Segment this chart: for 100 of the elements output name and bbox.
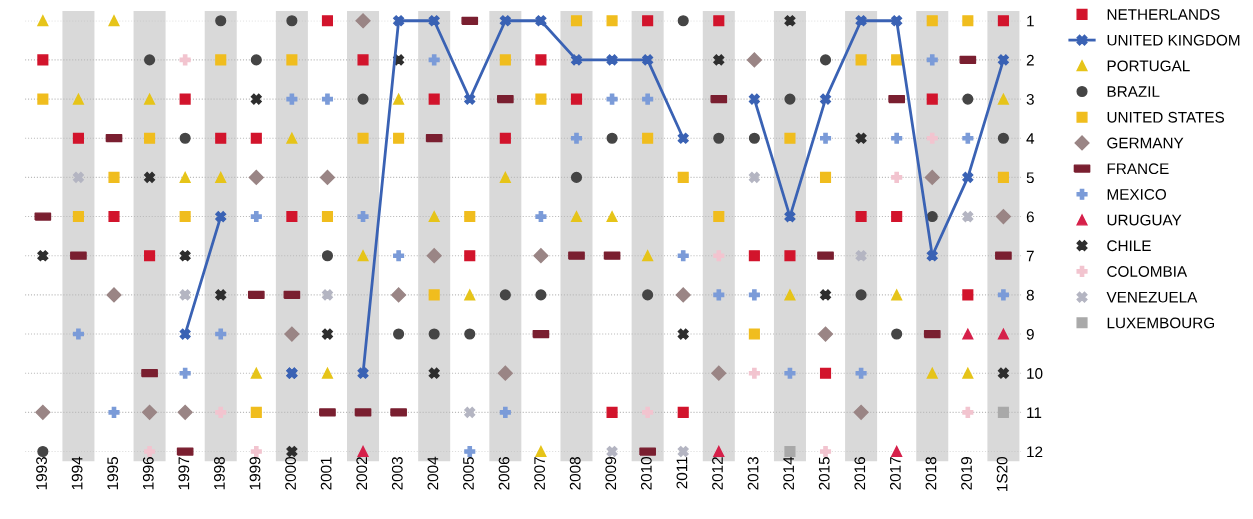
point: [35, 404, 51, 420]
point: [428, 15, 440, 27]
point: [357, 93, 369, 105]
point: [748, 367, 760, 379]
x-tick-label: 1994: [71, 456, 83, 490]
x-tick-label: 1999: [249, 457, 261, 490]
y-tick-label: 1: [1027, 15, 1034, 27]
point: [713, 289, 725, 301]
point: [177, 404, 193, 420]
point: [997, 54, 1009, 66]
x-tick-label: 2007: [534, 457, 546, 490]
point: [535, 54, 547, 66]
legend-label: MEXICO: [1107, 188, 1167, 200]
point: [250, 406, 262, 418]
point: [215, 15, 227, 27]
point: [428, 93, 440, 105]
point: [819, 54, 832, 66]
legend-label: FRANCE: [1107, 163, 1169, 175]
y-tick-label: 3: [1026, 93, 1034, 105]
x-tick-label: 2005: [463, 457, 474, 490]
point: [464, 211, 476, 223]
point: [286, 15, 298, 27]
point: [321, 289, 334, 301]
point: [321, 250, 334, 262]
point: [784, 289, 796, 301]
point: [286, 54, 298, 66]
point: [319, 169, 336, 185]
x-tick-label: 2012: [712, 457, 723, 490]
point: [248, 169, 264, 185]
y-tick-label: 6: [1026, 211, 1034, 223]
x-tick-label: 2019: [961, 457, 972, 490]
point: [855, 211, 867, 223]
x-tick-label: 2016: [854, 457, 866, 490]
y-tick-label: 5: [1026, 172, 1034, 184]
point: [428, 367, 440, 379]
point: [606, 93, 618, 105]
point: [606, 406, 618, 418]
point: [464, 445, 476, 458]
point: [144, 132, 156, 144]
point: [677, 132, 689, 144]
point: [286, 211, 298, 223]
point: [393, 328, 405, 340]
point: [746, 52, 762, 68]
point: [321, 15, 334, 27]
point: [855, 289, 867, 301]
point: [784, 132, 796, 144]
point: [926, 93, 938, 105]
y-tick-label: 11: [1027, 407, 1042, 418]
point: [428, 328, 440, 340]
point: [926, 211, 938, 223]
point: [855, 367, 867, 379]
point: [891, 445, 903, 458]
point: [926, 250, 938, 262]
point: [995, 208, 1011, 225]
x-tick-label: 2014: [783, 456, 795, 490]
point: [321, 211, 334, 223]
y-tick-label: 4: [1026, 133, 1035, 144]
point: [677, 406, 689, 418]
point: [428, 211, 440, 223]
point: [464, 250, 476, 262]
point: [357, 445, 369, 458]
point: [286, 367, 298, 379]
x-tick-label: 2001: [320, 457, 332, 490]
point: [891, 171, 903, 183]
point: [891, 289, 903, 301]
point: [997, 15, 1009, 27]
point: [533, 248, 549, 264]
point: [997, 328, 1009, 340]
legend-label: PORTUGAL: [1107, 60, 1190, 72]
point: [144, 93, 156, 105]
point: [286, 445, 298, 458]
legend-label: VENEZUELA: [1106, 291, 1198, 303]
point: [37, 93, 49, 105]
point: [713, 211, 725, 223]
y-tick-label: 9: [1026, 328, 1034, 340]
point: [891, 54, 903, 66]
point: [570, 15, 583, 27]
point: [817, 326, 834, 342]
x-tick-label: 2002: [356, 457, 368, 490]
point: [37, 250, 49, 262]
point: [179, 171, 191, 183]
point: [784, 211, 796, 223]
x-tick-label: 2009: [605, 457, 617, 490]
point: [535, 15, 547, 27]
point: [784, 15, 796, 27]
point: [606, 445, 618, 458]
point: [108, 406, 120, 418]
point: [179, 54, 191, 66]
point: [819, 289, 832, 301]
legend-label: UNITED STATES: [1107, 111, 1225, 123]
point: [179, 328, 191, 340]
x-tick-label: 1997: [178, 457, 190, 490]
legend-label: COLOMBIA: [1107, 266, 1188, 277]
x-tick-label: 2015: [818, 457, 830, 490]
point: [393, 93, 405, 105]
x-tick-label: 1996: [142, 457, 154, 490]
point: [72, 211, 84, 223]
x-tick-label: 2013: [747, 457, 759, 490]
point: [355, 13, 371, 29]
point: [962, 93, 974, 105]
